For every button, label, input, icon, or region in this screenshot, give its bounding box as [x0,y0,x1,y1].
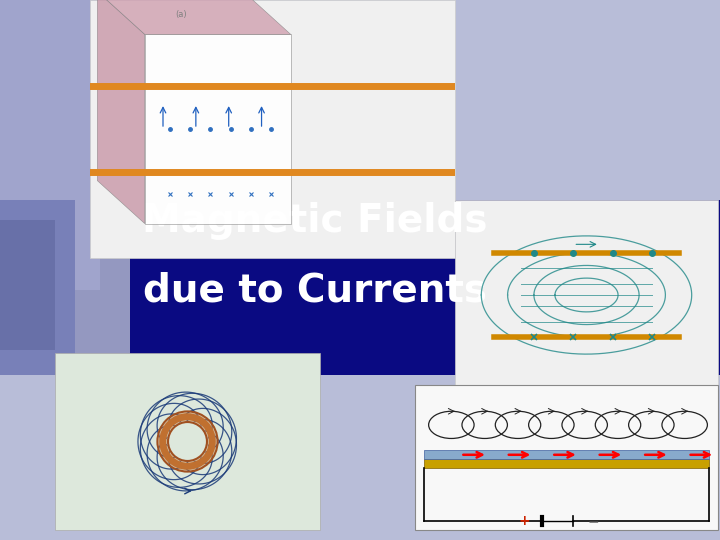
Bar [0,0,130,375]
Bar [55,353,320,530]
Text: Magnetic Fields: Magnetic Fields [143,202,487,240]
Bar [455,200,718,390]
Text: due to Currents: due to Currents [143,272,487,310]
Bar [0,200,75,375]
Text: +: + [518,514,530,528]
Bar [424,450,709,460]
Bar [130,200,720,375]
Polygon shape [97,0,145,224]
Bar [424,460,709,468]
Bar [0,0,100,290]
Circle shape [158,413,217,471]
Text: (a): (a) [176,10,187,19]
Bar [415,385,718,530]
Bar [0,220,55,350]
Circle shape [167,421,208,462]
Polygon shape [97,0,291,35]
Polygon shape [145,35,291,224]
Bar [90,0,455,258]
Text: −: − [588,514,600,528]
